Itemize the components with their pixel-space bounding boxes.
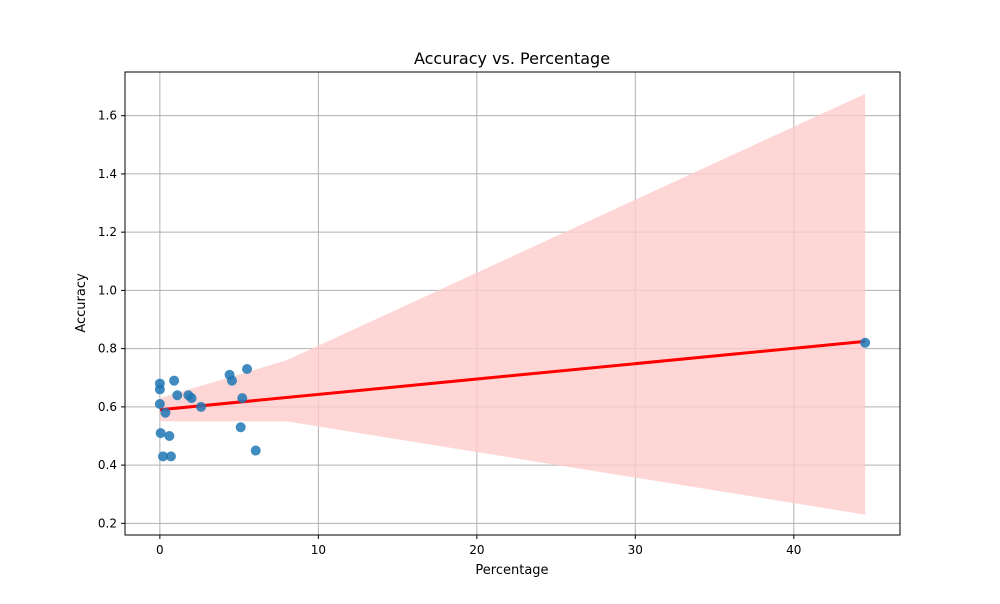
- data-point: [169, 375, 180, 386]
- scatter-points: [154, 337, 871, 462]
- data-point: [158, 451, 169, 462]
- y-axis: 0.2 0.4 0.6 0.8 1.0 1.2 1.4 1.6: [98, 109, 125, 530]
- y-tick-label: 1.0: [98, 283, 117, 297]
- data-point: [237, 393, 248, 404]
- y-tick-label: 0.2: [98, 516, 117, 530]
- x-axis: 0 10 20 30 40: [156, 535, 801, 557]
- data-point: [164, 430, 175, 441]
- confidence-band: [159, 93, 866, 515]
- data-point: [196, 401, 207, 412]
- data-point: [160, 407, 171, 418]
- regression-line-layer: [159, 339, 866, 412]
- confidence-band-layer: [159, 93, 866, 515]
- data-point: [154, 398, 165, 409]
- x-axis-label: Percentage: [475, 563, 548, 578]
- y-tick-label: 1.6: [98, 109, 117, 123]
- data-point: [155, 428, 166, 439]
- y-tick-label: 0.6: [98, 400, 117, 414]
- data-point: [226, 375, 237, 386]
- y-tick-label: 0.4: [98, 458, 117, 472]
- x-tick-label: 20: [469, 543, 484, 557]
- data-point: [172, 390, 183, 401]
- regression-line: [159, 339, 866, 412]
- plot-frame: [124, 71, 901, 536]
- x-tick-label: 40: [786, 543, 801, 557]
- chart-title: Accuracy vs. Percentage: [414, 49, 610, 68]
- data-point: [154, 384, 165, 395]
- x-tick-label: 0: [156, 543, 164, 557]
- data-point: [860, 337, 871, 348]
- data-point: [235, 422, 246, 433]
- y-tick-label: 1.2: [98, 225, 117, 239]
- data-point: [242, 364, 253, 375]
- x-tick-label: 10: [311, 543, 326, 557]
- y-axis-label: Accuracy: [74, 273, 89, 333]
- plot-area: [124, 71, 901, 536]
- x-tick-label: 30: [628, 543, 643, 557]
- data-point: [165, 451, 176, 462]
- y-tick-label: 1.4: [98, 167, 117, 181]
- data-point: [250, 445, 261, 456]
- data-point: [186, 393, 197, 404]
- y-tick-label: 0.8: [98, 342, 117, 356]
